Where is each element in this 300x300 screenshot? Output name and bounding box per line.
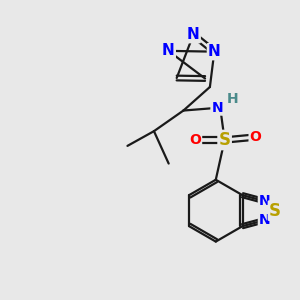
Text: O: O — [250, 130, 262, 144]
Text: H: H — [227, 92, 239, 106]
Text: N: N — [208, 44, 221, 59]
Text: O: O — [189, 133, 201, 147]
Text: N: N — [259, 194, 271, 208]
Text: S: S — [269, 202, 281, 220]
Text: N: N — [212, 100, 223, 115]
Text: N: N — [259, 213, 271, 227]
Text: N: N — [162, 44, 175, 59]
Text: S: S — [219, 131, 231, 149]
Text: N: N — [187, 27, 200, 42]
